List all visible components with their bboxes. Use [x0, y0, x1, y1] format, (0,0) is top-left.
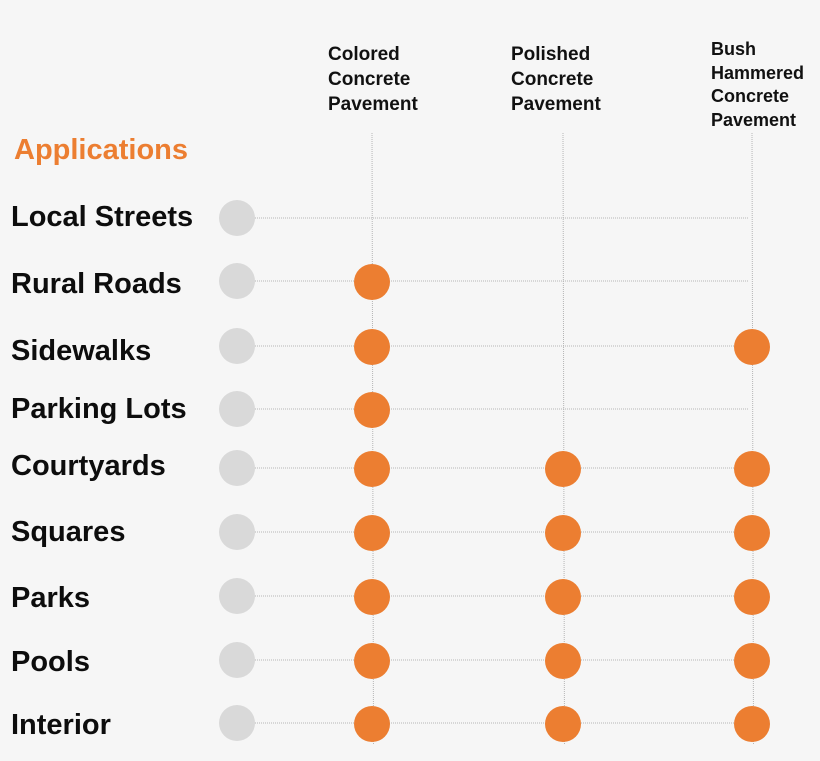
row-label: Squares — [11, 516, 126, 548]
applicable-dot — [734, 329, 770, 365]
column-header-polished-concrete: Polished Concrete Pavement — [511, 44, 601, 115]
applicable-dot — [354, 329, 390, 365]
applicable-dot — [545, 706, 581, 742]
row-label: Rural Roads — [11, 268, 182, 300]
applicable-dot — [354, 579, 390, 615]
section-title: Applications — [14, 134, 189, 166]
row-label: Interior — [11, 709, 111, 741]
column-guide-line — [371, 132, 374, 746]
column-guide-line — [562, 132, 565, 746]
applicable-dot — [354, 706, 390, 742]
applicable-dot — [545, 451, 581, 487]
row-bullet — [219, 705, 255, 741]
applicable-dot — [545, 579, 581, 615]
applicable-dot — [354, 264, 390, 300]
row-bullet — [219, 578, 255, 614]
applicable-dot — [354, 392, 390, 428]
applicable-dot — [545, 515, 581, 551]
row-bullet — [219, 391, 255, 427]
row-bullet — [219, 514, 255, 550]
row-label: Sidewalks — [11, 335, 152, 367]
applicable-dot — [354, 643, 390, 679]
applicable-dot — [354, 451, 390, 487]
row-label: Pools — [11, 646, 90, 678]
applicable-dot — [734, 579, 770, 615]
applicable-dot — [734, 643, 770, 679]
row-label: Parking Lots — [11, 393, 187, 425]
column-header-bush-hammered-concrete: Bush Hammered Concrete Pavement — [711, 39, 805, 130]
row-bullet — [219, 328, 255, 364]
applicable-dot — [354, 515, 390, 551]
row-label: Parks — [11, 582, 91, 614]
column-guide-line — [751, 132, 754, 746]
applicable-dot — [734, 515, 770, 551]
column-header-colored-concrete: Colored Concrete Pavement — [328, 44, 418, 115]
row-label: Local Streets — [11, 201, 194, 233]
row-bullet — [219, 450, 255, 486]
applicable-dot — [734, 451, 770, 487]
row-bullet — [219, 200, 255, 236]
applicable-dot — [545, 643, 581, 679]
row-bullet — [219, 263, 255, 299]
row-bullet — [219, 642, 255, 678]
applicable-dot — [734, 706, 770, 742]
row-label: Courtyards — [11, 450, 166, 482]
